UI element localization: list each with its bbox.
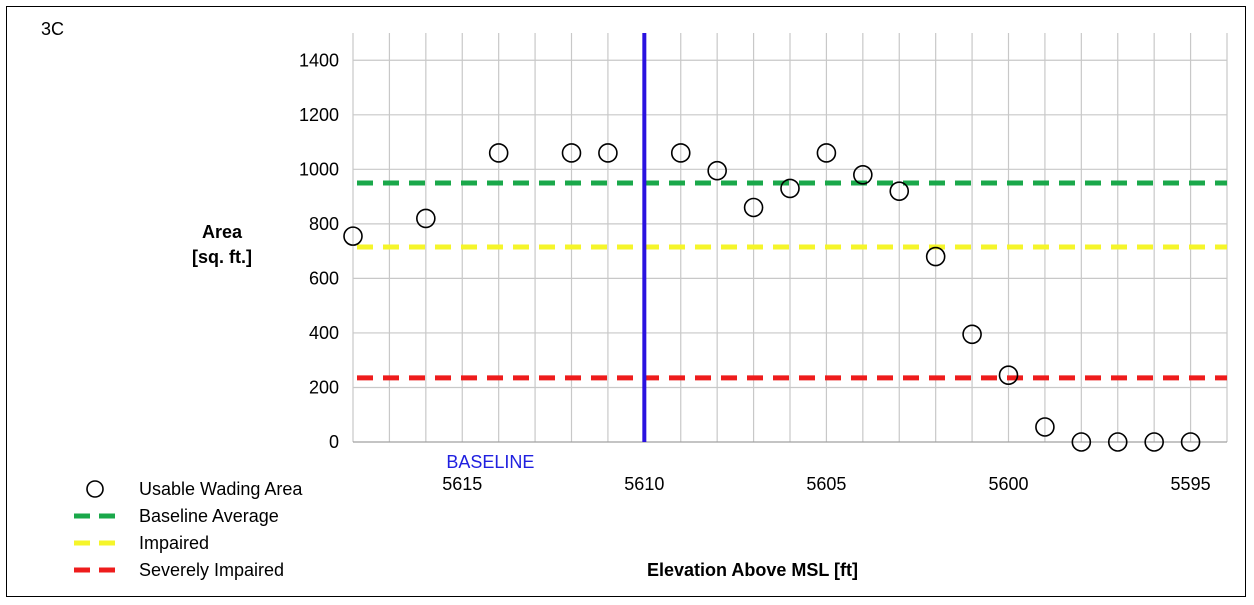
legend-label: Usable Wading Area — [139, 479, 303, 499]
y-tick-label: 1000 — [299, 159, 339, 179]
open-circle-marker-icon — [86, 480, 104, 498]
y-tick-label: 600 — [309, 268, 339, 288]
data-point — [416, 208, 436, 229]
data-point — [1107, 432, 1128, 452]
chart-frame: 0 200 400 600 800 1000 1200 1400 5615 5610 5605 560… — [6, 6, 1246, 597]
x-tick-label: 5605 — [806, 474, 846, 494]
data-point — [889, 181, 910, 201]
data-point — [925, 246, 946, 267]
y-tick-label: 1200 — [299, 105, 339, 125]
y-tick-label: 0 — [329, 432, 339, 452]
data-point — [1180, 432, 1201, 452]
y-axis-label-line2: [sq. ft.] — [192, 247, 252, 267]
data-point — [670, 143, 691, 163]
red-dashed-line-icon — [74, 567, 124, 573]
y-tick-label: 1400 — [299, 50, 339, 70]
panel-label: 3C — [41, 19, 65, 39]
data-point — [1035, 417, 1055, 437]
data-point — [743, 197, 764, 218]
y-axis-label-line1: Area — [201, 222, 243, 242]
data-point — [853, 164, 873, 185]
x-tick-label: 5600 — [988, 474, 1028, 494]
legend-label: Impaired — [139, 533, 210, 553]
data-point — [780, 178, 800, 199]
data-point — [561, 143, 582, 163]
data-point — [1071, 432, 1092, 452]
data-point — [488, 143, 509, 163]
yellow-dashed-line-icon — [74, 540, 124, 546]
green-dashed-line-icon — [74, 513, 124, 519]
baseline-annotation: BASELINE — [446, 452, 534, 472]
legend-label: Severely Impaired — [139, 560, 285, 580]
y-tick-label: 800 — [309, 214, 339, 234]
y-tick-label: 200 — [309, 377, 339, 397]
data-point — [707, 160, 727, 181]
data-point — [998, 365, 1019, 385]
chart-plot: 0 200 400 600 800 1000 1200 1400 5615 5610 5605 560… — [299, 33, 1228, 494]
data-point — [343, 226, 363, 246]
x-tick-label: 5615 — [442, 474, 482, 494]
data-point — [816, 143, 837, 163]
data-point — [1144, 432, 1164, 452]
x-tick-label: 5610 — [624, 474, 664, 494]
legend-label: Baseline Average — [139, 506, 279, 526]
x-tick-label: 5595 — [1171, 474, 1211, 494]
y-axis-label: Area [sq. ft.] — [167, 220, 277, 270]
y-tick-label: 400 — [309, 323, 339, 343]
data-point — [962, 324, 982, 345]
data-point — [598, 143, 618, 163]
x-axis-label: Elevation Above MSL [ft] — [647, 560, 859, 580]
